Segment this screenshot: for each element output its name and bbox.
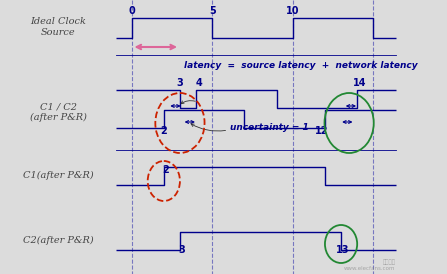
Text: 0: 0	[128, 6, 135, 16]
Text: C2(after P&R): C2(after P&R)	[23, 235, 93, 245]
Text: 10: 10	[286, 6, 299, 16]
Text: latency  =  source latency  +  network latency: latency = source latency + network laten…	[185, 61, 418, 70]
Text: C1 / C2
(after P&R): C1 / C2 (after P&R)	[30, 102, 87, 122]
Text: 电子森林
www.elecfans.com: 电子森林 www.elecfans.com	[344, 259, 396, 271]
Text: 3: 3	[178, 245, 185, 255]
Text: 2: 2	[160, 126, 167, 136]
Text: C1(after P&R): C1(after P&R)	[23, 170, 93, 179]
Text: 12: 12	[315, 126, 328, 136]
Text: 4: 4	[195, 78, 202, 88]
Text: Ideal Clock
Source: Ideal Clock Source	[30, 17, 86, 37]
Text: 5: 5	[209, 6, 215, 16]
Text: uncertainty = 1: uncertainty = 1	[230, 124, 309, 133]
Text: 14: 14	[353, 78, 367, 88]
Text: 13: 13	[336, 245, 350, 255]
Text: 3: 3	[177, 78, 183, 88]
Text: 2: 2	[162, 165, 169, 175]
